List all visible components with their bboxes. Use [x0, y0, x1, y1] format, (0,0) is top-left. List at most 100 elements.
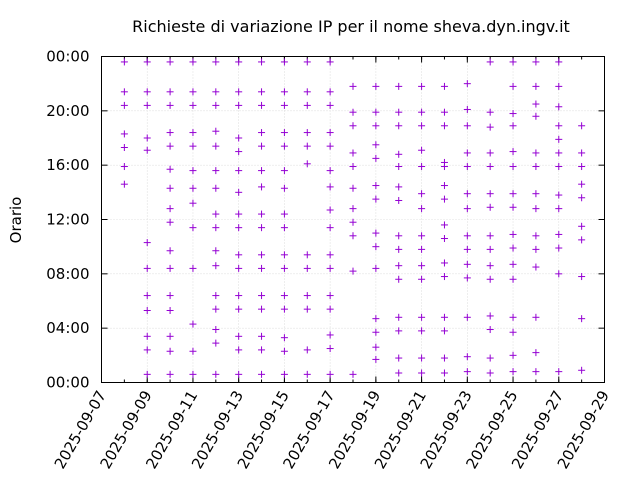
chart-title: Richieste di variazione IP per il nome s… [132, 17, 570, 36]
data-point [189, 58, 197, 66]
data-point [326, 251, 334, 259]
data-point [395, 313, 403, 321]
data-point [303, 129, 311, 137]
data-point [166, 165, 174, 173]
data-point [509, 351, 517, 359]
data-point [463, 353, 471, 361]
data-point [440, 82, 448, 90]
data-point [120, 130, 128, 138]
data-point [143, 346, 151, 354]
data-point [418, 190, 426, 198]
data-point [280, 292, 288, 300]
data-point [395, 354, 403, 362]
data-point [212, 305, 220, 313]
data-point [166, 88, 174, 96]
data-point [395, 275, 403, 283]
data-point [120, 88, 128, 96]
data-point [189, 320, 197, 328]
data-point [440, 259, 448, 267]
data-point [166, 332, 174, 340]
data-point [235, 88, 243, 96]
y-tick-label: 00:00 [46, 48, 89, 66]
data-point [189, 224, 197, 232]
data-point [509, 110, 517, 118]
data-point [555, 122, 563, 130]
data-point [578, 122, 586, 130]
data-point [280, 305, 288, 313]
data-point [303, 160, 311, 168]
data-point [463, 190, 471, 198]
data-point [372, 355, 380, 363]
data-point [235, 188, 243, 196]
data-point [189, 101, 197, 109]
data-point [258, 58, 266, 66]
data-point [258, 167, 266, 175]
data-point [258, 129, 266, 137]
data-point [532, 163, 540, 171]
data-point [280, 58, 288, 66]
data-point [120, 101, 128, 109]
data-point [486, 149, 494, 157]
data-point [258, 332, 266, 340]
data-point [235, 332, 243, 340]
data-point [486, 163, 494, 171]
data-point [578, 236, 586, 244]
data-point [189, 129, 197, 137]
data-point [395, 369, 403, 377]
data-point [349, 232, 357, 240]
data-point [486, 108, 494, 116]
data-point [509, 244, 517, 252]
data-point [303, 142, 311, 150]
data-point [280, 224, 288, 232]
y-tick-label: 16:00 [46, 156, 89, 174]
data-point [555, 82, 563, 90]
data-point [486, 369, 494, 377]
data-point [143, 264, 151, 272]
data-point [395, 108, 403, 116]
data-point [372, 315, 380, 323]
data-point [395, 327, 403, 335]
data-point [463, 368, 471, 376]
data-point [189, 184, 197, 192]
data-point [440, 354, 448, 362]
data-point [143, 370, 151, 378]
data-point [212, 184, 220, 192]
data-point [212, 262, 220, 270]
data-point [189, 167, 197, 175]
data-point [303, 346, 311, 354]
data-point [280, 101, 288, 109]
data-point [395, 196, 403, 204]
data-point [418, 122, 426, 130]
data-point [258, 346, 266, 354]
data-point [509, 368, 517, 376]
data-point [166, 129, 174, 137]
data-point [235, 134, 243, 142]
data-point [532, 112, 540, 120]
data-point [509, 122, 517, 130]
data-point [418, 275, 426, 283]
data-point [189, 88, 197, 96]
data-point [143, 307, 151, 315]
data-point [280, 264, 288, 272]
data-point [326, 345, 334, 353]
data-point [486, 326, 494, 334]
data-point [578, 149, 586, 157]
data-point [509, 148, 517, 156]
data-point [440, 313, 448, 321]
data-point [258, 305, 266, 313]
data-point [143, 239, 151, 247]
data-point [463, 163, 471, 171]
data-point [326, 129, 334, 137]
data-point [258, 101, 266, 109]
data-point [303, 292, 311, 300]
data-point [326, 206, 334, 214]
data-point [258, 224, 266, 232]
data-point [463, 205, 471, 213]
data-point [555, 103, 563, 111]
data-point [326, 370, 334, 378]
data-point [349, 184, 357, 192]
data-point [258, 251, 266, 259]
data-point [212, 326, 220, 334]
data-point [555, 149, 563, 157]
data-point [532, 82, 540, 90]
